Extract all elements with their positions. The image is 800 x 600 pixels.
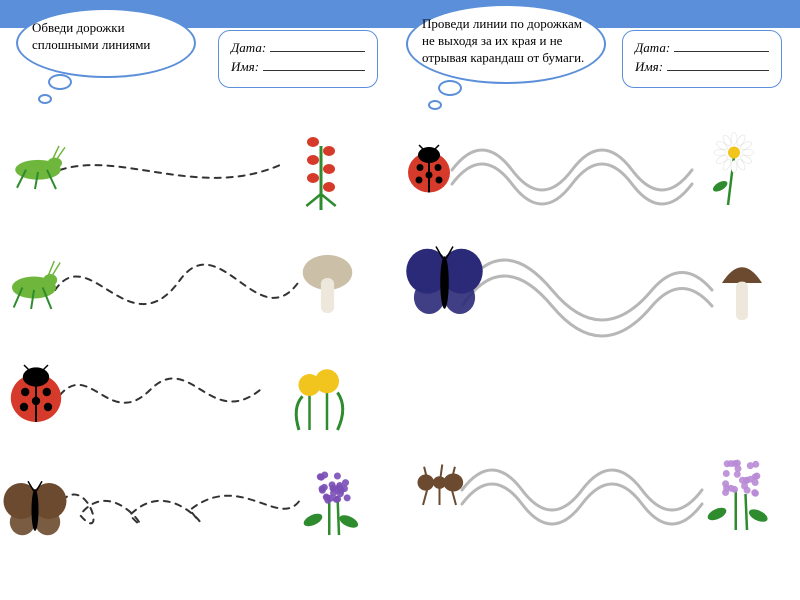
daisy-icon: [711, 133, 754, 206]
mushroom-white-icon: [303, 255, 353, 313]
worksheet-area: [0, 110, 800, 590]
ladybug-big-icon: [11, 365, 61, 422]
instruction-bubble-right: Проведи линии по дорожкам не выходя за и…: [406, 4, 606, 84]
butterfly-brown-icon: [4, 481, 67, 535]
name-date-box-left: Дата: Имя:: [218, 30, 378, 88]
name-blank[interactable]: [667, 58, 769, 71]
dandelion-icon: [296, 369, 343, 430]
track-paths-svg: [402, 110, 800, 590]
red-flower-spike-icon: [306, 137, 335, 210]
bubble-tail: [48, 74, 72, 90]
instruction-text-right: Проведи линии по дорожкам не выходя за и…: [422, 16, 584, 65]
lilac-bunch-icon: [706, 460, 770, 530]
bubble-tail: [438, 80, 462, 96]
dashed-paths-svg: [0, 110, 398, 590]
instruction-text-left: Обведи дорожки сплошными линиями: [32, 20, 150, 52]
mushroom-brown-icon: [722, 267, 762, 320]
grasshopper-icon: [15, 146, 65, 189]
date-blank[interactable]: [270, 39, 365, 52]
left-panel: [0, 110, 398, 590]
instruction-bubble-left: Обведи дорожки сплошными линиями: [16, 8, 196, 78]
ladybug-small-icon: [408, 145, 450, 193]
lilac-purple-icon: [302, 471, 360, 535]
ant-icon: [418, 465, 464, 506]
name-blank[interactable]: [263, 58, 365, 71]
mantis-icon: [12, 261, 60, 309]
name-label: Имя:: [231, 59, 259, 75]
name-label: Имя:: [635, 59, 663, 75]
date-blank[interactable]: [674, 39, 769, 52]
butterfly-blue-icon: [406, 247, 483, 315]
bubble-tail: [428, 100, 442, 110]
date-label: Дата:: [635, 40, 670, 56]
name-date-box-right: Дата: Имя:: [622, 30, 782, 88]
right-panel: [402, 110, 800, 590]
bubble-tail: [38, 94, 52, 104]
date-label: Дата:: [231, 40, 266, 56]
